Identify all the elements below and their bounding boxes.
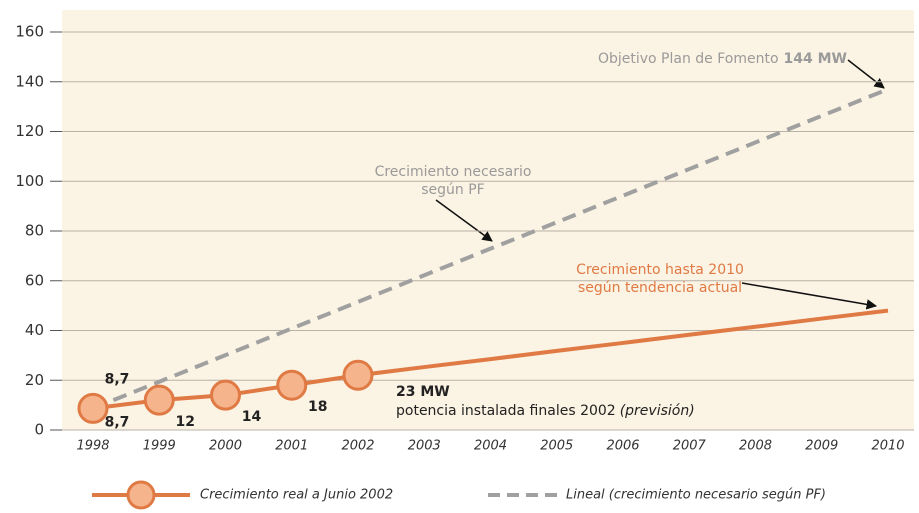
x-tick-label: 2008 <box>739 439 772 454</box>
data-label: 12 <box>176 414 195 430</box>
x-tick-label: 2001 <box>275 439 308 454</box>
y-tick-label: 0 <box>34 421 44 439</box>
arrow <box>847 59 885 89</box>
y-tick-label: 80 <box>25 222 44 240</box>
x-tick-label: 2000 <box>209 439 242 454</box>
y-tick-label: 40 <box>25 321 44 339</box>
x-tick-label: 2007 <box>673 439 707 454</box>
legend-label: Lineal (crecimiento necesario según PF) <box>566 488 826 503</box>
series-line <box>92 87 889 411</box>
data-label: 8,7 <box>105 414 130 430</box>
annotation-bold: 23 MW <box>396 384 450 400</box>
data-label: 14 <box>242 409 262 425</box>
annotation-text: potencia instalada finales 2002 <box>396 403 616 419</box>
series-line <box>357 308 889 378</box>
arrow <box>435 199 493 242</box>
x-tick-label: 2010 <box>871 439 904 454</box>
x-tick-label: 1999 <box>143 439 176 454</box>
data-label: 8,7 <box>105 371 130 387</box>
annotation-bold: 144 MW <box>784 51 847 67</box>
marker <box>77 392 109 424</box>
annotation: según PF <box>421 182 485 198</box>
annotation: Objetivo Plan de Fomento 144 MW <box>598 51 847 67</box>
marker <box>342 359 374 391</box>
x-tick-label: 2009 <box>805 439 838 454</box>
annotation-text: Objetivo Plan de Fomento <box>598 51 779 67</box>
annotation: Crecimiento necesario <box>375 164 532 180</box>
x-tick-label: 2004 <box>474 439 507 454</box>
y-tick-label: 20 <box>25 371 44 389</box>
marker <box>276 369 308 401</box>
plot-area <box>62 10 914 430</box>
annotation: potencia instalada finales 2002 (previsió… <box>396 403 695 419</box>
y-tick-label: 100 <box>15 172 44 190</box>
x-tick-label: 1998 <box>76 439 109 454</box>
y-tick-label: 60 <box>25 271 44 289</box>
annotation-italic: (previsión) <box>620 403 695 419</box>
y-tick-label: 120 <box>15 122 44 140</box>
marker <box>143 384 175 416</box>
annotation: según tendencia actual <box>578 280 742 296</box>
legend-label: Crecimiento real a Junio 2002 <box>200 488 393 503</box>
x-tick-label: 2002 <box>341 439 374 454</box>
data-label: 18 <box>308 399 327 415</box>
legend-swatch <box>126 480 156 510</box>
annotation: Crecimiento hasta 2010 <box>576 262 744 278</box>
x-tick-label: 2005 <box>540 439 573 454</box>
x-tick-label: 2006 <box>606 439 639 454</box>
arrow <box>741 282 878 310</box>
y-tick-label: 140 <box>15 72 44 90</box>
y-tick-label: 160 <box>15 23 44 41</box>
marker <box>210 379 241 411</box>
x-tick-label: 2003 <box>408 439 441 454</box>
